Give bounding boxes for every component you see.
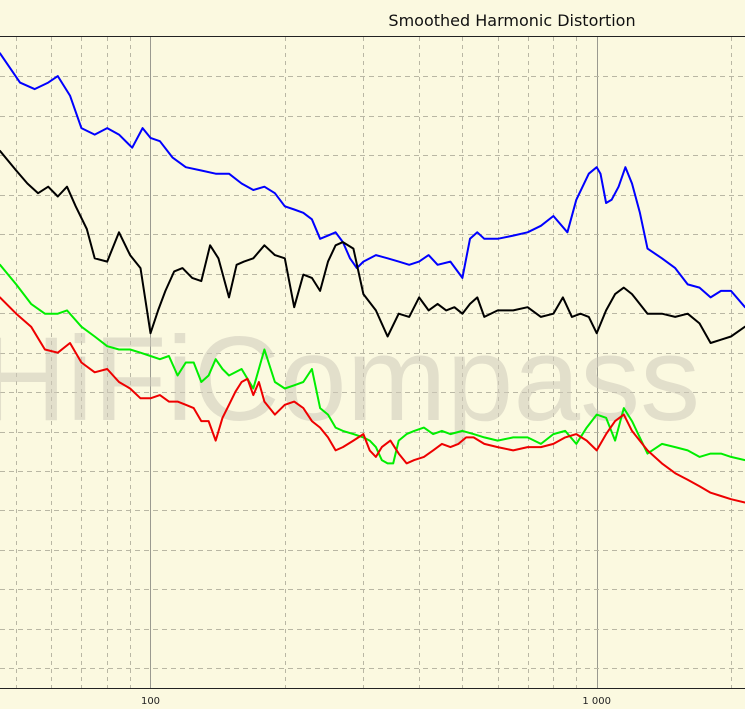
x-tick-labels: 100 1 000 bbox=[141, 696, 611, 707]
series-line-3 bbox=[0, 263, 745, 465]
series-layer bbox=[0, 52, 745, 504]
series-line-1 bbox=[0, 52, 745, 309]
chart-title: Smoothed Harmonic Distortion bbox=[388, 11, 635, 30]
x-tick-label: 100 bbox=[141, 696, 160, 707]
series-line-4 bbox=[0, 296, 745, 504]
x-tick-label: 1 000 bbox=[582, 696, 611, 707]
title-band bbox=[0, 0, 745, 36]
grid-layer bbox=[0, 37, 745, 688]
series-line-2 bbox=[0, 149, 745, 344]
